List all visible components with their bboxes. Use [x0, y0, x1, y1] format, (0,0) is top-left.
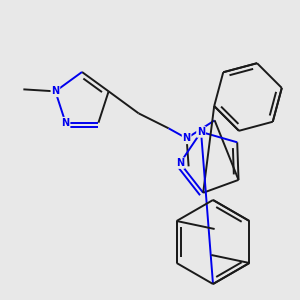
Text: N: N: [61, 118, 70, 128]
Text: N: N: [51, 86, 59, 96]
Text: N: N: [183, 133, 191, 143]
Text: N: N: [176, 158, 184, 168]
Text: N: N: [197, 127, 205, 137]
